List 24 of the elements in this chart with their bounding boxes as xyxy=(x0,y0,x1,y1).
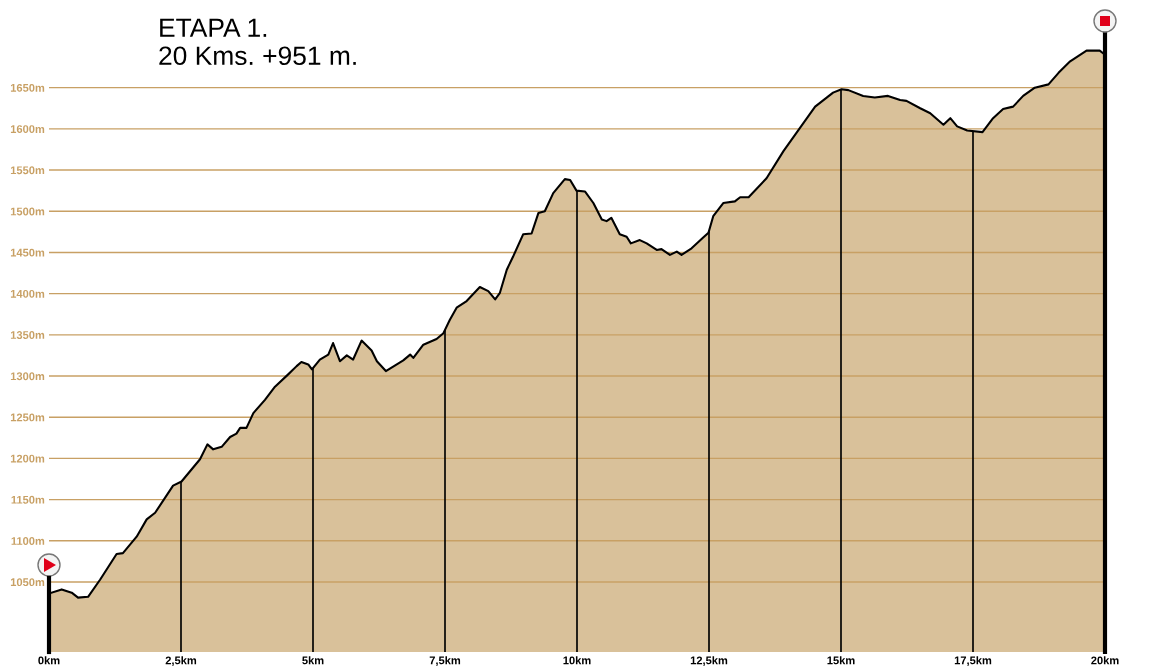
y-tick-label: 1050m xyxy=(10,578,45,587)
y-tick-label: 1650m xyxy=(10,83,45,92)
y-tick-label: 1350m xyxy=(10,331,45,339)
chart-title: ETAPA 1. xyxy=(160,18,267,37)
x-tick-label: 17,5km xyxy=(954,656,992,666)
y-tick-label: 1150m xyxy=(11,495,45,504)
x-tick-label: 5km xyxy=(302,656,324,665)
y-tick-label: 1100m xyxy=(11,537,45,545)
x-tick-label: 7,5km xyxy=(429,656,461,666)
y-tick-label: 1300m xyxy=(10,372,45,381)
y-tick-label: 1600m xyxy=(10,125,45,133)
x-tick-label: 10km xyxy=(563,656,591,665)
y-tick-label: 1450m xyxy=(10,248,45,257)
y-tick-label: 1200m xyxy=(10,454,45,463)
y-tick-label: 1550m xyxy=(10,166,45,175)
x-tick-label: 20km xyxy=(1091,656,1119,665)
x-tick-label: 2,5km xyxy=(165,656,197,666)
chart-subtitle: 20 Kms. +951 m. xyxy=(159,46,356,66)
y-tick-label: 1500m xyxy=(10,207,45,216)
y-tick-label: 1250m xyxy=(10,413,45,422)
x-tick-label: 0km xyxy=(38,656,60,665)
y-tick-label: 1400m xyxy=(10,289,45,298)
x-tick-label: 12,5km xyxy=(690,656,728,666)
x-tick-label: 15km xyxy=(827,656,855,665)
